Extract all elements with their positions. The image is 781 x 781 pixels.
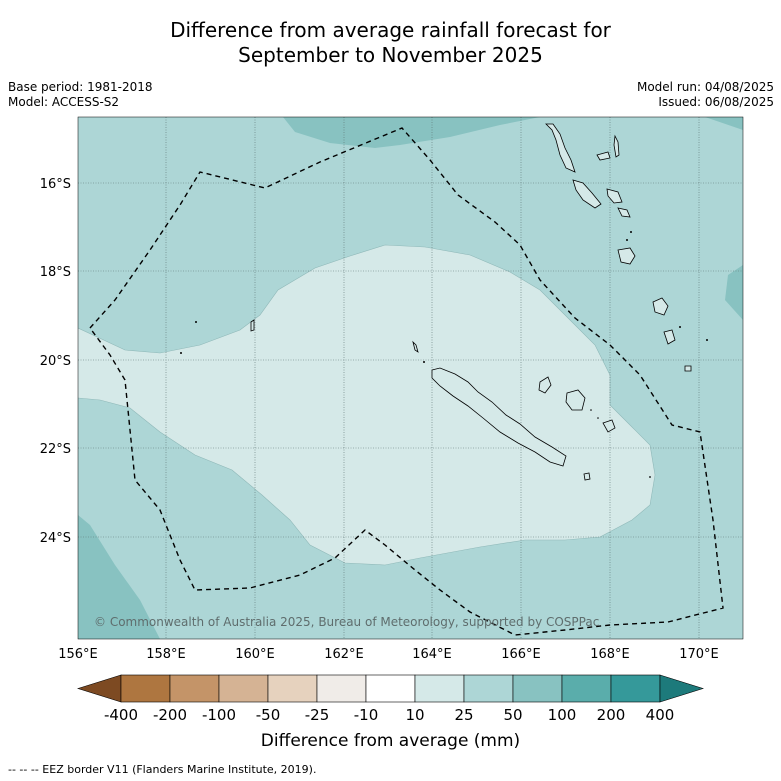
lon-label: 164°E: [412, 647, 452, 662]
colorbar: -400 -200 -100 -50 -25 -10 10 25 50 100 200 400: [76, 674, 705, 724]
colorbar-tick-label: -400: [104, 706, 138, 724]
eez-footnote: -- -- -- EEZ border V11 (Flanders Marine…: [8, 763, 317, 776]
band-50-100-right: [725, 265, 743, 320]
colorbar-tick-label: -50: [256, 706, 281, 724]
issued-date: Issued: 06/08/2025: [658, 95, 774, 109]
ambrym-island: [606, 188, 623, 204]
mare-island: [602, 419, 616, 433]
copyright-text: © Commonwealth of Australia 2025, Bureau…: [94, 615, 599, 629]
latitude-labels: 16°S 18°S 20°S 22°S 24°S: [40, 177, 71, 546]
title-line-1: Difference from average rainfall forecas…: [170, 18, 611, 42]
lon-label: 160°E: [235, 647, 275, 662]
colorbar-segment: [169, 674, 220, 703]
graticule: [78, 117, 743, 639]
malekula-island: [572, 179, 602, 209]
colorbar-tick-label: -10: [354, 706, 379, 724]
band-50-100-bottom-left: [78, 515, 160, 639]
aneityum-island: [684, 365, 692, 372]
band-10-25: [78, 245, 655, 565]
lon-label: 158°E: [146, 647, 186, 662]
espiritu-santo: [545, 123, 576, 173]
colorbar-segment: [316, 674, 367, 703]
lat-label: 16°S: [40, 177, 71, 192]
colorbar-segment: [365, 674, 416, 703]
title-line-2: September to November 2025: [238, 43, 543, 67]
lon-label: 162°E: [324, 647, 364, 662]
lat-label: 18°S: [40, 265, 71, 280]
colorbar-segment: [512, 674, 563, 703]
metadata-left: Base period: 1981-2018 Model: ACCESS-S2: [8, 80, 153, 110]
model-run: Model run: 04/08/2025: [636, 80, 774, 94]
lat-label: 24°S: [40, 531, 71, 546]
erromango-island: [652, 297, 669, 316]
lon-label: 156°E: [58, 647, 98, 662]
lon-label: 166°E: [501, 647, 541, 662]
colorbar-segment: [414, 674, 465, 703]
tanna-island: [663, 329, 676, 345]
colorbar-tick-label: 25: [454, 706, 473, 724]
colorbar-segment: [218, 674, 269, 703]
colorbar-segment: [463, 674, 514, 703]
colorbar-tick-label: 100: [548, 706, 577, 724]
eez-border: [89, 127, 724, 636]
band-50-100-top: [283, 117, 540, 148]
lat-label: 22°S: [40, 442, 71, 457]
lifou-island: [565, 389, 586, 411]
colorbar-tick-label: -200: [153, 706, 187, 724]
contour-line: [78, 244, 656, 566]
colorbar-title: Difference from average (mm): [260, 731, 521, 751]
colorbar-tick-label: -25: [305, 706, 330, 724]
base-period: Base period: 1981-2018: [8, 80, 153, 94]
colorbar-tick-label: -100: [202, 706, 236, 724]
colorbar-tick-label: 200: [597, 706, 626, 724]
map-title: Difference from average rainfall forecas…: [0, 18, 781, 68]
metadata-right: Model run: 04/08/2025 Issued: 06/08/2025: [637, 80, 774, 110]
colorbar-extend-high: [659, 674, 705, 703]
rainfall-field: [78, 117, 743, 639]
colorbar-segment: [561, 674, 612, 703]
longitude-labels: 156°E 158°E 160°E 162°E 164°E 166°E 168°…: [58, 647, 719, 662]
lat-label: 20°S: [40, 354, 71, 369]
small-islets: [180, 231, 708, 478]
map-frame: [77, 116, 744, 640]
ouvea-island: [538, 376, 552, 394]
colorbar-tick-label: 50: [503, 706, 522, 724]
lon-label: 170°E: [679, 647, 719, 662]
colorbar-extend-low: [76, 674, 122, 703]
new-caledonia-island: [431, 367, 567, 467]
maewo-island: [596, 151, 611, 161]
colorbar-segment: [120, 674, 171, 703]
model-name: Model: ACCESS-S2: [8, 95, 120, 109]
colorbar-tick-label: 10: [405, 706, 424, 724]
band-50-100-top-right: [705, 117, 743, 130]
lon-label: 168°E: [590, 647, 630, 662]
pentecost-island: [613, 134, 620, 158]
colorbar-tick-label: 400: [646, 706, 675, 724]
colorbar-segment: [267, 674, 318, 703]
chesterfield-islet: [250, 319, 255, 332]
epi-island: [617, 207, 631, 218]
efate-island: [617, 247, 636, 265]
colorbar-segment: [610, 674, 661, 703]
coastlines: [250, 123, 692, 481]
belep-islet: [412, 340, 419, 353]
isle-of-pines: [583, 472, 591, 481]
